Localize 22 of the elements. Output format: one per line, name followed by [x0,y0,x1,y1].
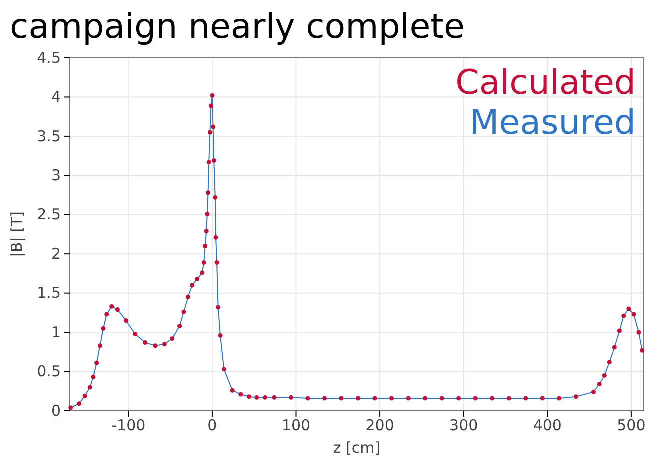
y-tick-label: 1 [51,323,61,342]
x-axis-title: z [cm] [333,439,381,457]
chart-title: campaign nearly complete [10,7,465,47]
y-tick-label: 1.5 [37,284,61,302]
y-tick-label: 2 [51,244,61,263]
x-tick-label: 400 [533,416,562,435]
y-tick-label: 0.5 [37,362,61,381]
text: Calculated [456,63,636,103]
x-tick-label: 300 [450,416,478,435]
text: Measured [470,103,636,143]
y-tick-label: 3.5 [37,127,61,146]
y-tick-label: 0 [51,402,61,420]
y-tick-label: 4.5 [37,48,61,67]
x-tick-label: 200 [366,416,394,435]
x-tick-label: -100 [112,416,146,435]
y-tick-label: 2.5 [37,206,61,224]
y-tick-label: 4 [51,88,61,106]
x-tick-label: 100 [282,416,311,435]
x-tick-label: 500 [617,416,646,435]
y-tick-label: 3 [51,166,61,184]
y-axis-title: |B| [T] [8,211,26,258]
x-tick-label: 0 [208,416,218,435]
